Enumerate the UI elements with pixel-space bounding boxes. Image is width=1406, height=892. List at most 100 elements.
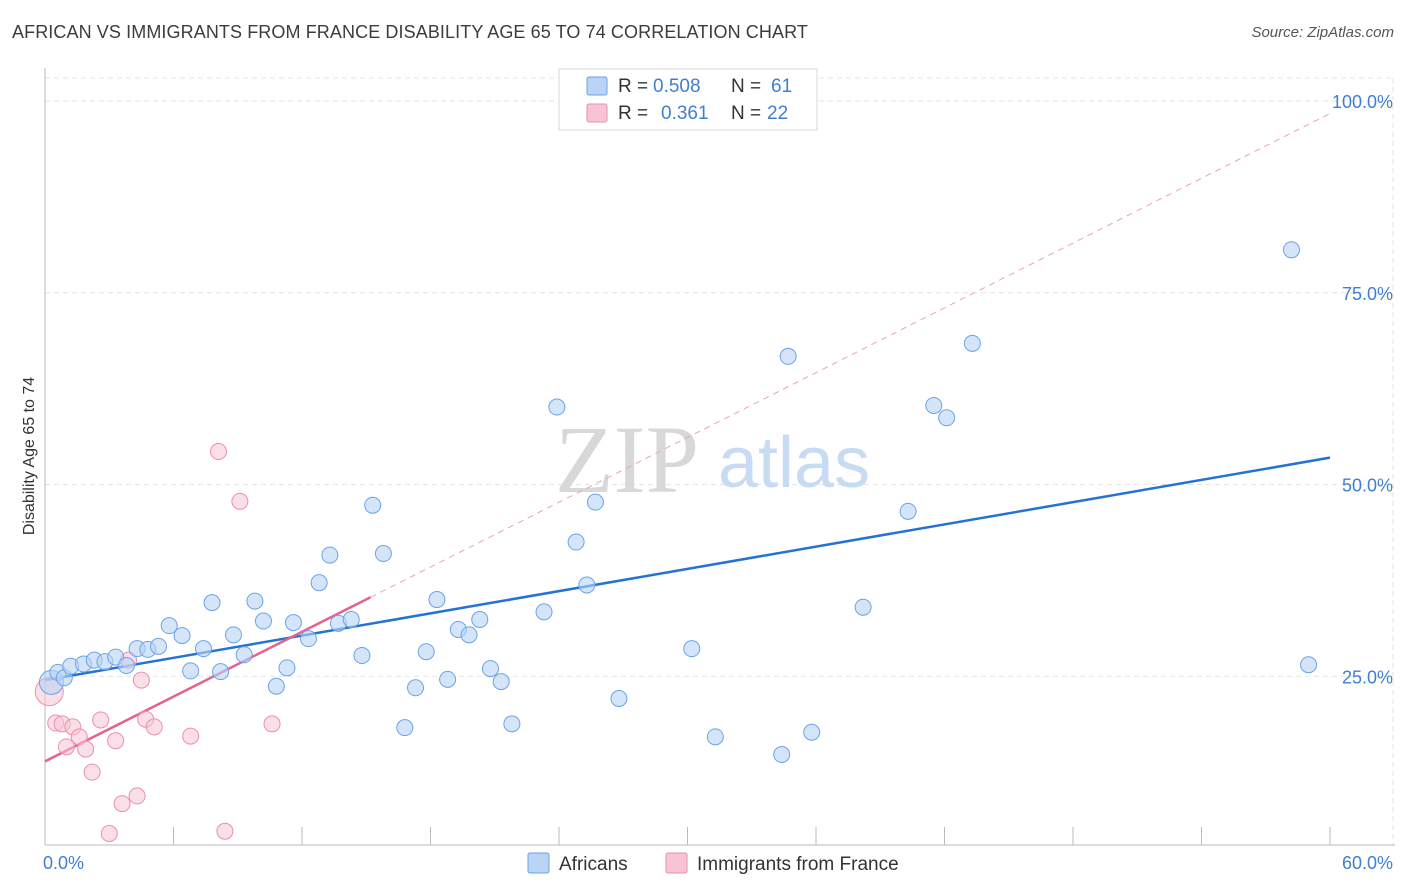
legend-n-label-2: N = <box>731 103 761 124</box>
point-africans <box>173 627 191 645</box>
point-africans <box>212 663 230 681</box>
point-africans <box>364 496 382 514</box>
point-africans <box>439 670 457 688</box>
point-immigrants-from-france <box>263 715 281 733</box>
point-africans <box>321 546 339 564</box>
point-africans <box>779 347 797 365</box>
point-africans <box>803 723 821 741</box>
trendline-immigrants-extension <box>370 113 1331 598</box>
legend-r-value-1: 0.508 <box>653 76 701 97</box>
legend-n-value-1: 61 <box>771 76 792 97</box>
legend-n-label-1: N = <box>731 76 761 97</box>
point-africans <box>396 719 414 737</box>
point-africans <box>899 502 917 520</box>
legend-africans-swatch <box>527 852 550 874</box>
point-africans <box>267 677 285 695</box>
point-africans <box>246 592 264 610</box>
watermark: ZIP atlas <box>555 406 870 513</box>
point-immigrants-from-france <box>92 711 110 729</box>
point-africans <box>460 626 478 644</box>
legend-immigrants-label: Immigrants from France <box>697 854 899 875</box>
legend-africans-label: Africans <box>559 854 628 875</box>
point-africans <box>310 574 328 592</box>
legend-n-value-2: 22 <box>767 103 788 124</box>
x-tick-labels: 0.0% 60.0% <box>43 853 1393 873</box>
point-africans <box>963 334 981 352</box>
point-africans <box>578 576 596 594</box>
point-africans <box>481 660 499 678</box>
point-africans <box>235 646 253 664</box>
point-immigrants-from-france <box>128 787 146 805</box>
y-tick-label: 50.0% <box>1342 476 1393 496</box>
point-immigrants-from-france <box>77 740 95 758</box>
watermark-zip: ZIP <box>555 406 699 513</box>
point-immigrants-from-france <box>209 443 227 461</box>
watermark-atlas: atlas <box>718 423 870 503</box>
trendlines <box>44 113 1331 763</box>
y-tick-label: 25.0% <box>1342 667 1393 687</box>
point-africans <box>194 640 212 658</box>
point-africans <box>417 643 435 661</box>
trendline-africans <box>44 456 1331 682</box>
point-africans <box>299 630 317 648</box>
point-africans <box>150 637 168 655</box>
axes <box>44 68 1395 846</box>
point-africans <box>683 640 701 658</box>
point-africans <box>503 715 521 733</box>
legend-immigrants-swatch <box>665 852 688 874</box>
point-immigrants-from-france <box>231 492 249 510</box>
legend-r-label-2: R = <box>618 103 648 124</box>
legend-r-label-1: R = <box>618 76 648 97</box>
y-axis-label: Disability Age 65 to 74 <box>21 377 38 535</box>
point-africans <box>407 679 425 697</box>
point-africans <box>548 398 566 416</box>
point-africans <box>535 603 553 621</box>
point-africans <box>374 545 392 563</box>
point-immigrants-from-france <box>107 732 125 750</box>
point-africans <box>278 659 296 677</box>
points-africans <box>38 241 1318 763</box>
point-africans <box>706 728 724 746</box>
point-africans <box>492 673 510 691</box>
point-africans <box>284 614 302 632</box>
y-tick-label: 100.0% <box>1332 92 1393 112</box>
point-africans <box>117 657 135 675</box>
point-africans <box>342 611 360 629</box>
chart-title: AFRICAN VS IMMIGRANTS FROM FRANCE DISABI… <box>12 22 808 42</box>
point-africans <box>471 611 489 629</box>
point-africans <box>203 594 221 612</box>
point-africans <box>854 598 872 616</box>
legend-stats: R = 0.508 N = 61 R = 0.361 N = 22 <box>558 68 818 131</box>
point-africans <box>428 591 446 609</box>
point-africans <box>224 626 242 644</box>
point-immigrants-from-france <box>57 738 75 756</box>
point-africans <box>925 397 943 415</box>
y-tick-labels: 25.0% 50.0% 75.0% 100.0% <box>1332 92 1393 687</box>
point-africans <box>1282 241 1300 259</box>
point-immigrants-from-france <box>216 822 234 840</box>
point-africans <box>160 617 178 635</box>
source-label: Source: ZipAtlas.com <box>1251 24 1394 41</box>
x-tick-label: 60.0% <box>1342 853 1393 873</box>
point-africans <box>182 662 200 680</box>
legend-swatch-africans <box>586 76 608 96</box>
point-immigrants-from-france <box>182 727 200 745</box>
point-africans <box>353 647 371 665</box>
point-africans <box>567 533 585 551</box>
point-immigrants-from-france <box>145 718 163 736</box>
point-africans <box>610 690 628 708</box>
point-immigrants-from-france <box>113 795 131 813</box>
legend-r-value-2: 0.361 <box>661 103 709 124</box>
point-immigrants-from-france <box>132 671 150 689</box>
points-immigrants-from-france <box>34 443 281 842</box>
y-tick-label: 75.0% <box>1342 284 1393 304</box>
x-tick-label: 0.0% <box>43 853 84 873</box>
legend-swatch-immigrants <box>586 103 608 123</box>
point-immigrants-from-france <box>100 824 118 842</box>
point-africans <box>1300 656 1318 674</box>
point-africans <box>938 409 956 427</box>
point-africans <box>586 493 604 511</box>
legend-series: Africans Immigrants from France <box>527 852 899 875</box>
point-immigrants-from-france <box>83 763 101 781</box>
